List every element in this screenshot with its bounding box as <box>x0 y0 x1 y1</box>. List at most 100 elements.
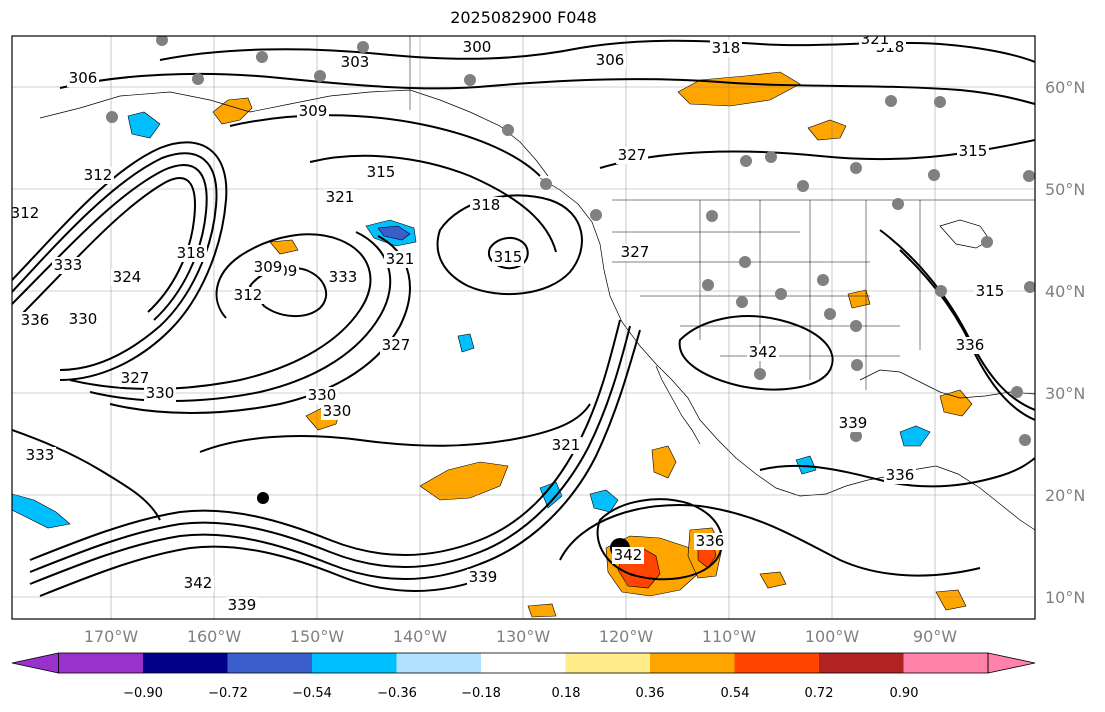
contour-label: 315 <box>367 163 396 181</box>
contour-label: 342 <box>614 546 643 564</box>
contour-line <box>12 164 208 321</box>
contour-label: 321 <box>386 250 415 268</box>
contour-line <box>109 235 411 414</box>
station-dot <box>1019 434 1031 446</box>
station-dot <box>706 210 718 222</box>
contour-label: 318 <box>177 244 206 262</box>
contour-label-background <box>82 167 114 184</box>
colorbar-tick-label: −0.54 <box>292 686 332 701</box>
colorbar-segment <box>58 653 143 673</box>
contour-line <box>12 429 161 521</box>
lat-label: 60°N <box>1045 78 1085 97</box>
station-dot <box>736 296 748 308</box>
station-dot <box>1024 281 1035 293</box>
contour-line <box>69 233 372 390</box>
contour-label: 306 <box>69 69 98 87</box>
colorbar-min-extension <box>11 652 59 674</box>
station-dot <box>824 308 836 320</box>
contour-label: 300 <box>463 38 492 56</box>
station-dot <box>928 169 940 181</box>
contour-label: 324 <box>113 268 142 286</box>
contour-label-background <box>859 36 891 48</box>
contour-label: 330 <box>308 386 337 404</box>
contour-label-background <box>884 467 916 484</box>
contour-line <box>229 114 541 177</box>
lon-label: 120°W <box>599 627 654 646</box>
contour-label: 306 <box>596 51 625 69</box>
station-dot <box>775 288 787 300</box>
station-dot <box>850 320 862 332</box>
station-dot <box>540 178 552 190</box>
colorbar-ticks: −0.90 −0.72 −0.54 −0.36 −0.18 0.18 0.36 … <box>123 686 918 701</box>
station-dot <box>981 236 993 248</box>
strong-negative-anomaly-patch <box>377 225 411 241</box>
contour-label: 303 <box>341 53 370 71</box>
contour-label-background <box>12 205 41 222</box>
contour-label-background <box>232 287 264 304</box>
longitude-axis: 170°W 160°W 150°W 140°W 130°W 120°W 110°… <box>84 627 957 646</box>
contour-label: 318 <box>472 196 501 214</box>
baja-coastline <box>655 365 701 445</box>
contour-line <box>199 403 591 453</box>
contour-label: 327 <box>618 146 647 164</box>
contour-line <box>59 72 1035 105</box>
station-dot <box>702 279 714 291</box>
contour-label: 309 <box>299 102 328 120</box>
contour-line <box>559 504 981 577</box>
positive-anomaly-patch <box>807 119 847 141</box>
negative-anomaly-patch <box>12 493 71 529</box>
contour-label-background <box>339 54 371 71</box>
contour-label-background <box>297 103 329 120</box>
colorbar-tick-label: 0.18 <box>552 686 581 701</box>
lon-label: 100°W <box>805 627 860 646</box>
station-dot <box>850 430 862 442</box>
station-dot <box>464 74 476 86</box>
contour-label: 339 <box>839 414 868 432</box>
negative-anomaly-patch <box>589 489 619 513</box>
map-title: 2025082900 F048 <box>450 8 597 27</box>
colorbar-segment <box>903 653 988 673</box>
lon-label: 160°W <box>187 627 242 646</box>
lat-label: 10°N <box>1045 588 1085 607</box>
contour-label-background <box>467 569 499 586</box>
contour-label-background <box>384 251 416 268</box>
contour-label-background <box>619 244 651 261</box>
colorbar-max-extension <box>987 652 1036 674</box>
contour-line <box>12 141 228 381</box>
contour-label-background <box>252 259 284 276</box>
station-dot <box>934 96 946 108</box>
contour-label-background <box>837 415 869 432</box>
station-dot <box>765 151 777 163</box>
station-dot <box>740 155 752 167</box>
contour-label: 336 <box>956 336 985 354</box>
station-dot <box>797 180 809 192</box>
small-storm-marker <box>257 492 269 504</box>
contour-label-background <box>492 249 524 266</box>
contour-label-background <box>616 147 648 164</box>
contour-label: 312 <box>234 286 263 304</box>
station-dot <box>502 124 514 136</box>
contour-label-background <box>974 283 1006 300</box>
contour-label: 321 <box>861 30 890 48</box>
contour-label: 315 <box>976 282 1005 300</box>
station-dot <box>892 198 904 210</box>
contour-label-background <box>710 40 742 57</box>
colorbar-segment <box>396 653 481 673</box>
contour-label-background <box>954 337 986 354</box>
lat-label: 50°N <box>1045 180 1085 199</box>
map-background <box>12 36 1035 619</box>
colorbar-segment <box>227 653 312 673</box>
contour-label: 333 <box>329 268 358 286</box>
station-dot <box>817 274 829 286</box>
contour-label: 330 <box>323 402 352 420</box>
colorbar-segment <box>565 653 650 673</box>
colorbar-tick-label: −0.18 <box>461 686 501 701</box>
contour-line <box>29 325 631 573</box>
contour-label-background <box>67 311 99 328</box>
lon-label: 130°W <box>496 627 551 646</box>
lat-label: 40°N <box>1045 282 1085 301</box>
contour-label: 339 <box>228 596 257 614</box>
contour-line <box>29 319 621 561</box>
contour-label-background <box>365 164 397 181</box>
contour-label-background <box>694 533 726 550</box>
